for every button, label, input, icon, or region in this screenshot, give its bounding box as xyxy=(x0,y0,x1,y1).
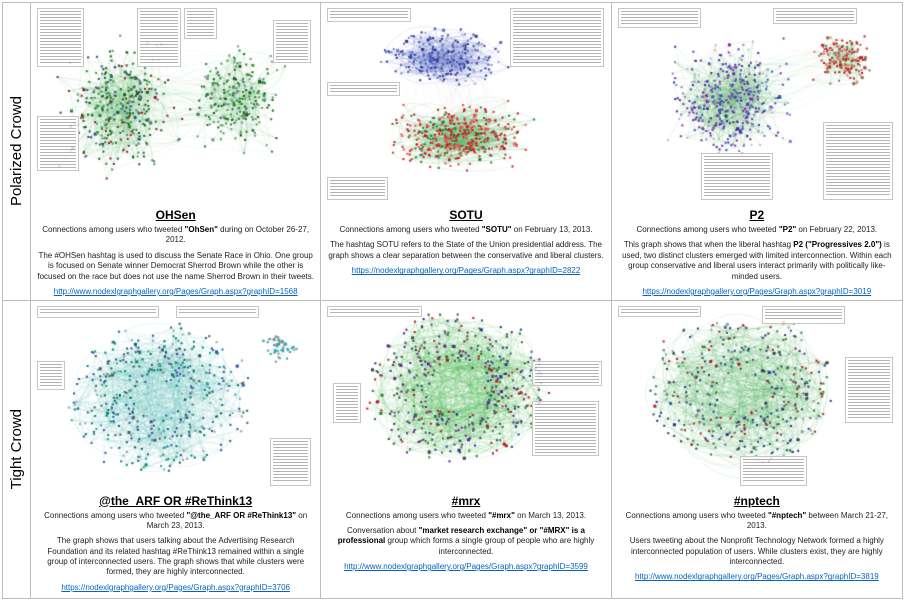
graph-link[interactable]: http://www.nodexlgraphgallery.org/Pages/… xyxy=(344,562,588,572)
text-segment: This graph shows that when the liberal h… xyxy=(623,240,794,250)
caption-term: "#mrx" xyxy=(488,510,515,520)
caption-term: "SOTU" xyxy=(481,225,512,234)
graph-link[interactable]: http://www.nodexlgraphgallery.org/Pages/… xyxy=(634,572,879,582)
text-segment: Conversation about xyxy=(347,525,419,535)
caption-text: Connections among users who tweeted xyxy=(339,225,482,234)
caption-text: during on October 26-27, 2012. xyxy=(165,225,310,245)
graph-annotation-box xyxy=(37,360,65,391)
graph-annotation-box xyxy=(175,305,259,319)
caption-text: Connections among users who tweeted xyxy=(625,510,768,520)
text-segment: P2 ("Progressives 2.0") xyxy=(793,240,882,250)
graph-annotation-box xyxy=(510,8,605,67)
graph-description: The graph shows that users talking about… xyxy=(37,536,314,578)
network-graph-arf xyxy=(37,305,315,490)
network-graph-p2 xyxy=(618,8,896,204)
graph-annotation-box xyxy=(327,305,422,317)
row-label-tight-crowd: Tight Crowd xyxy=(3,300,31,598)
graph-annotation-box xyxy=(136,8,182,67)
graph-link[interactable]: https://nodexlgraphgallery.org/Pages/Gra… xyxy=(642,286,872,296)
graph-annotation-box xyxy=(823,121,893,201)
panel-nptech: #nptech Connections among users who twee… xyxy=(611,300,902,598)
network-graph-nptech xyxy=(618,305,896,490)
text-segment: group which forms a single group of peop… xyxy=(385,536,595,556)
graph-annotation-box xyxy=(327,176,389,201)
text-segment: Users tweeting about the Nonprofit Techn… xyxy=(629,536,884,567)
graph-caption: Connections among users who tweeted "@th… xyxy=(37,511,314,532)
row-label-text: Polarized Crowd xyxy=(8,96,25,207)
caption-text: on February 22, 2013. xyxy=(796,225,878,234)
network-graph-mrx xyxy=(327,305,605,490)
graph-caption: Connections among users who tweeted "#mr… xyxy=(346,511,586,521)
graph-caption: Connections among users who tweeted "SOT… xyxy=(339,225,592,235)
text-segment: The #OHSen hashtag is used to discuss th… xyxy=(37,250,314,281)
graph-link[interactable]: https://nodexlgraphgallery.org/Pages/Gra… xyxy=(351,266,581,276)
graph-description: Users tweeting about the Nonprofit Techn… xyxy=(618,536,896,567)
graph-description: Conversation about "market research exch… xyxy=(327,526,604,557)
graph-annotation-box xyxy=(37,115,79,171)
caption-text: on February 13, 2013. xyxy=(511,225,593,234)
caption-term: "P2" xyxy=(778,225,797,234)
graph-annotation-box xyxy=(618,8,702,28)
caption-text: Connections among users who tweeted xyxy=(345,510,489,520)
caption-text: Connections among users who tweeted xyxy=(42,225,185,234)
row-label-text: Tight Crowd xyxy=(8,409,25,490)
graph-annotation-box xyxy=(327,8,411,22)
row-label-polarized-crowd: Polarized Crowd xyxy=(3,3,31,301)
graph-annotation-box xyxy=(37,305,160,319)
graph-title: SOTU xyxy=(449,208,483,222)
text-segment: is used, two distinct clusters emerged w… xyxy=(622,240,892,281)
graph-annotation-box xyxy=(327,82,400,97)
graph-description: This graph shows that when the liberal h… xyxy=(618,240,896,282)
caption-text: on March 23, 2013. xyxy=(146,510,308,530)
graph-annotation-box xyxy=(701,153,774,201)
graph-title: #mrx xyxy=(451,493,481,508)
graph-title: @the_ARF OR #ReThink13 xyxy=(99,493,253,508)
panel-arf-rethink13: @the_ARF OR #ReThink13 Connections among… xyxy=(31,300,322,598)
graph-title: OHSen xyxy=(155,208,196,222)
graph-description: The #OHSen hashtag is used to discuss th… xyxy=(37,251,314,282)
caption-text: Connections among users who tweeted xyxy=(636,225,779,234)
caption-term: "#nptech" xyxy=(767,510,807,520)
graph-link[interactable]: https://nodexlgraphgallery.org/Pages/Gra… xyxy=(61,582,290,592)
panel-ohsen: OHSen Connections among users who tweete… xyxy=(31,3,322,301)
graph-annotation-box xyxy=(333,382,361,424)
graph-caption: Connections among users who tweeted "P2"… xyxy=(637,225,878,235)
caption-text: between March 21-27, 2013. xyxy=(746,510,889,530)
graph-annotation-box xyxy=(269,437,312,486)
text-segment: The hashtag SOTU refers to the State of … xyxy=(328,240,604,260)
graph-annotation-box xyxy=(740,456,807,486)
network-graph-sotu xyxy=(327,8,605,204)
caption-text: Connections among users who tweeted xyxy=(44,510,187,520)
graph-annotation-box xyxy=(773,8,857,24)
panel-sotu: SOTU Connections among users who tweeted… xyxy=(321,3,612,301)
graph-canvas xyxy=(618,305,896,490)
network-graph-ohsen xyxy=(37,8,315,204)
graph-canvas xyxy=(327,305,605,490)
graph-title: P2 xyxy=(749,208,765,222)
graph-title: #nptech xyxy=(733,493,780,508)
panel-p2: P2 Connections among users who tweeted "… xyxy=(611,3,902,301)
caption-term: "@the_ARF OR #ReThink13" xyxy=(186,510,297,520)
caption-term: "OhSen" xyxy=(184,225,218,234)
graph-caption: Connections among users who tweeted "OhS… xyxy=(37,225,314,246)
graph-annotation-box xyxy=(532,401,599,457)
graph-canvas xyxy=(37,305,315,490)
text-segment: "market research exchange" or "#MRX" is … xyxy=(337,525,585,546)
graph-annotation-box xyxy=(183,8,218,40)
graph-link[interactable]: http://www.nodexlgraphgallery.org/Pages/… xyxy=(53,286,298,296)
graph-annotation-box xyxy=(762,305,846,324)
graph-annotation-box xyxy=(272,19,312,63)
caption-text: on March 13, 2013. xyxy=(514,510,587,520)
graph-annotation-box xyxy=(618,305,702,317)
graph-description: The hashtag SOTU refers to the State of … xyxy=(327,240,604,261)
graph-caption: Connections among users who tweeted "#np… xyxy=(618,511,896,532)
graph-annotation-box xyxy=(37,8,85,67)
text-segment: The graph shows that users talking about… xyxy=(47,536,305,577)
panel-mrx: #mrx Connections among users who tweeted… xyxy=(321,300,612,598)
graph-annotation-box xyxy=(532,360,602,387)
graph-annotation-box xyxy=(845,357,893,424)
